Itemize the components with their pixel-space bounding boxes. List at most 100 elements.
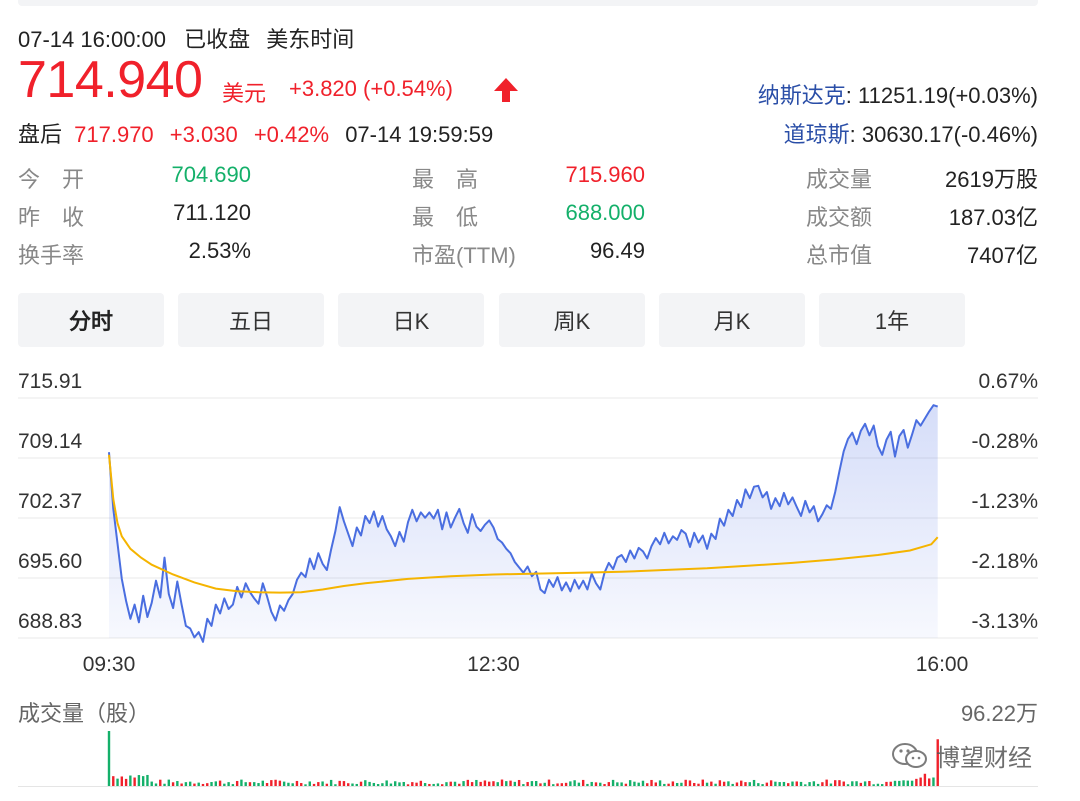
y-tick-label-left: 715.91 [18,370,82,393]
volume-bar [270,780,273,786]
dow-value: : 30630.17(-0.46%) [849,122,1038,147]
volume-bar [141,776,145,786]
volume-bar [193,783,196,786]
volume-bar [107,731,111,786]
volume-bar [240,779,243,786]
volume-bar [684,779,687,786]
nasdaq-label[interactable]: 纳斯达克 [757,83,846,108]
volume-bar [300,783,303,786]
volume-bar [329,779,333,786]
price-line [108,404,939,643]
volume-bar [808,782,811,786]
afterhours-time: 07-14 19:59:59 [345,122,494,147]
price-area-fill [109,405,938,642]
volume-bar [603,784,606,786]
dow-index[interactable]: 道琼斯: 30630.17(-0.46%) [784,117,1038,149]
volume-bar [244,782,247,786]
y-tick-label-right: -0.28% [971,430,1038,453]
volume-bar [325,783,329,786]
volume-bar [206,783,209,786]
watermark: 博望财经 [890,738,1032,773]
volume-bar [428,783,431,786]
volume-bar [376,784,380,786]
stat-amount-value: 187.03亿 [948,205,1038,230]
volume-bar [906,780,910,786]
volume-bar [556,783,559,786]
stat-turnover-value: 2.53% [188,238,251,263]
stat-low-label: 最 低 [412,205,479,230]
nasdaq-index[interactable]: 纳斯达克: 11251.19(+0.03%) [758,78,1038,110]
volume-bar [312,783,316,786]
volume-bar [470,782,474,786]
volume-bar [475,779,478,786]
x-tick-label: 16:00 [916,653,969,676]
volume-bar [859,782,863,786]
quote-datetime: 07-14 16:00:00 [18,27,167,52]
market-status: 已收盘 [184,27,251,52]
volume-bar [628,780,632,786]
volume-bar [880,784,884,786]
stat-prev-close-value: 711.120 [173,200,251,225]
volume-bar [581,779,585,786]
stat-turnover-label: 换手率 [18,243,85,268]
volume-bar [176,781,179,786]
volume-bar [257,783,260,786]
volume-bar [265,783,269,786]
volume-bar [855,781,858,786]
x-tick-label: 09:30 [83,653,136,676]
volume-bar [547,779,551,786]
volume-bar [347,783,350,786]
quote-timestamp-row: 07-14 16:00:00 已收盘 美东时间 [18,22,354,54]
volume-bar [295,780,299,786]
volume-bar [564,782,568,786]
volume-bar [338,780,341,786]
change-percent: (+0.54%) [363,76,453,101]
volume-bar [646,783,649,786]
intraday-price-chart[interactable]: 715.91 0.67% 709.14 -0.28% 702.37 -1.23% 695.6… [0,355,1080,685]
volume-bar [112,776,115,786]
volume-bar [761,784,764,786]
y-tick-label-left: 709.14 [18,430,83,453]
volume-bar [133,777,136,786]
tab-weekly-k[interactable]: 周K [499,293,645,347]
y-tick-label-right: -3.13% [971,610,1038,633]
average-price-line [108,454,939,594]
volume-bar [398,782,401,786]
volume-bar [701,779,704,786]
up-arrow-icon [494,78,518,102]
volume-bar [505,781,508,786]
volume-bar [458,783,461,786]
volume-bar [492,781,495,786]
volume-bar [825,779,828,786]
stat-open-label: 今 开 [18,167,85,192]
volume-bar [423,783,427,786]
afterhours-percent: +0.42% [253,122,330,147]
volume-bar [744,782,747,786]
volume-bar [223,783,226,786]
volume-bar [291,783,294,786]
volume-bar [641,780,645,786]
stat-pe-value: 96.49 [589,238,645,263]
volume-bar [124,778,128,786]
y-tick-label-right: -2.18% [971,550,1038,573]
volume-bar [231,784,235,786]
volume-bar [278,780,282,786]
volume-bar [731,783,734,786]
dow-label[interactable]: 道琼斯 [783,122,850,147]
stat-high-value: 715.960 [565,162,645,187]
tab-monthly-k[interactable]: 月K [659,293,805,347]
tab-one-year[interactable]: 1年 [819,293,965,347]
volume-bar [714,783,717,786]
tab-five-day[interactable]: 五日 [178,293,324,347]
wechat-icon [892,742,927,768]
volume-bar [752,779,756,786]
tab-intraday[interactable]: 分时 [18,293,164,347]
last-price: 714.940 [18,51,203,109]
volume-baseline [18,786,1038,787]
volume-bar [487,781,491,786]
volume-bar [876,783,880,786]
volume-bar [915,778,918,786]
volume-bar [910,780,914,786]
tab-daily-k[interactable]: 日K [338,293,484,347]
volume-bar [671,781,675,786]
